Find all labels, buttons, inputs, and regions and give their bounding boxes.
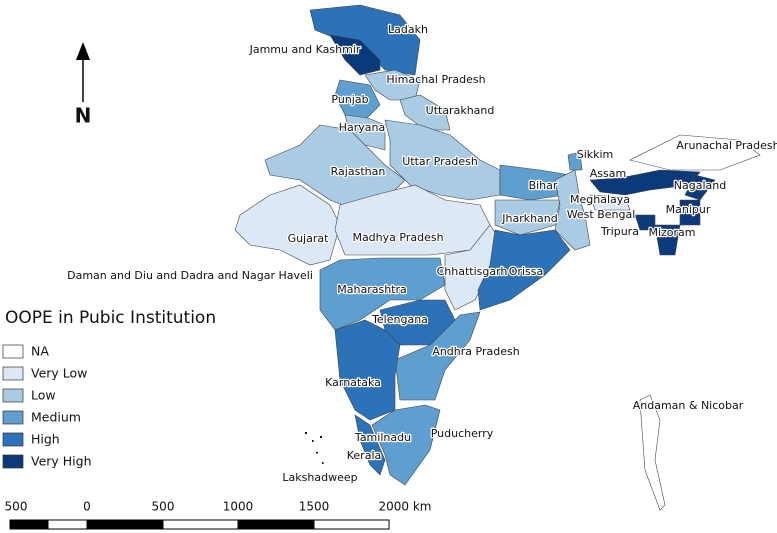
legend-label: Low: [31, 388, 56, 403]
region-label: Andaman & Nicobar: [633, 399, 744, 412]
region: [234, 184, 341, 266]
legend-swatch: [2, 454, 24, 469]
region-label: Nagaland: [674, 179, 726, 192]
north-arrow: N: [75, 42, 92, 128]
region-label: Tamilnadu: [354, 431, 411, 444]
legend-swatch: [2, 432, 24, 447]
regions: [234, 4, 761, 511]
region-label: Mizoram: [648, 226, 695, 239]
region-label: Madhya Pradesh: [352, 231, 443, 244]
legend-label: NA: [31, 344, 49, 359]
region-label: Tripura: [600, 225, 639, 238]
region-label: Ladakh: [388, 23, 428, 36]
legend-swatch: [2, 366, 24, 381]
region: [384, 119, 501, 201]
labels: Ladakh Jammu and Kashmir Himachal Pradesh P…: [66, 22, 777, 486]
region: [329, 34, 381, 76]
north-label: N: [75, 104, 92, 128]
region-label: Assam: [590, 167, 626, 180]
scale-segment: [47, 519, 88, 530]
region-label: Maharashtra: [337, 283, 407, 296]
scale-label: 1500: [299, 500, 330, 514]
region-label: Punjab: [331, 93, 368, 106]
region-label: Himachal Pradesh: [386, 73, 485, 86]
legend: OOPE in Pubic Institution NA Very Low Low M…: [2, 308, 216, 469]
legend-swatch: [2, 410, 24, 425]
region-label: Uttarakhand: [426, 104, 495, 117]
region: [589, 194, 631, 211]
scale-label: 500: [152, 500, 175, 514]
legend-label: Very Low: [31, 366, 87, 381]
region-label: Sikkim: [577, 148, 614, 161]
legend-swatch: [2, 388, 24, 403]
region: [634, 214, 656, 231]
region-label: Chhattisgarh: [437, 265, 508, 278]
scale-label: 500: [5, 500, 28, 514]
scale-segment: [237, 519, 315, 530]
region-label: Andhra Pradesh: [432, 345, 519, 358]
region-label: Jammu and Kashmir: [249, 43, 361, 56]
legend-label: High: [31, 432, 60, 447]
region-label: Rajasthan: [331, 165, 386, 178]
region: [679, 199, 701, 226]
region-label: Telengana: [371, 313, 428, 326]
region-label: Uttar Pradesh: [402, 155, 478, 168]
region-label: Haryana: [339, 121, 386, 134]
scale-bar: 500 0 500 1000 1500 2000 km: [5, 500, 432, 530]
region-label: Meghalaya: [570, 193, 630, 206]
scale-segment: [162, 519, 239, 530]
region: [334, 319, 401, 421]
region-label: Bihar: [529, 179, 558, 192]
region-label: Karnataka: [325, 376, 381, 389]
scale-segment: [313, 519, 390, 530]
region-label: Gujarat: [288, 232, 330, 245]
legend-label: Very High: [31, 454, 92, 469]
region-label: Manipur: [666, 203, 711, 216]
region: [477, 229, 571, 311]
scale-segment: [86, 519, 164, 530]
region: [639, 394, 666, 511]
scale-segment: [9, 519, 49, 530]
region-label: West Bengal: [567, 208, 636, 221]
place-label: Lakshadweep: [282, 471, 357, 484]
region-label: Arunachal Pradesh: [676, 139, 777, 152]
region: [354, 414, 386, 476]
legend-title: OOPE in Pubic Institution: [5, 308, 216, 328]
region: [554, 169, 591, 251]
place-label: Daman and Diu and Dadra and Nagar Haveli: [67, 269, 313, 282]
region: [394, 311, 481, 401]
scale-label: 2000 km: [379, 500, 432, 514]
region-label: Kerala: [347, 449, 382, 462]
region: [494, 199, 561, 236]
region: [371, 404, 441, 486]
legend-swatch: [2, 344, 24, 359]
region: [629, 134, 761, 171]
place-label: Puducherry: [431, 427, 494, 440]
region-label: Jharkhand: [501, 212, 558, 225]
region-label: Orissa: [509, 265, 543, 278]
scale-label: 0: [83, 500, 91, 514]
region: [654, 224, 681, 256]
region: [567, 151, 583, 171]
scale-label: 1000: [223, 500, 254, 514]
legend-label: Medium: [31, 410, 81, 425]
region: [399, 94, 451, 131]
lakshadweep-islands: [305, 432, 324, 464]
